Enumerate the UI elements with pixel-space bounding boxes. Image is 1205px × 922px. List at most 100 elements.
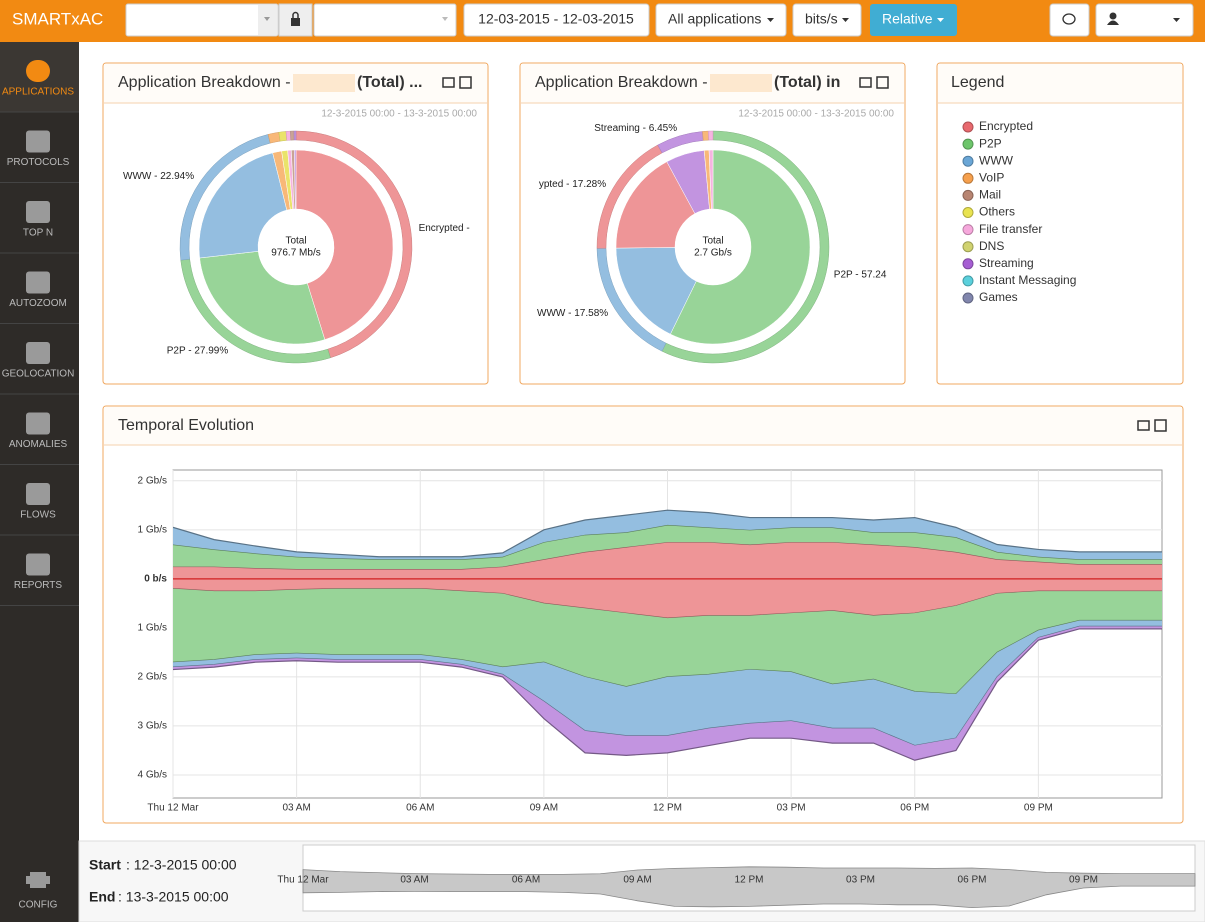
- panel-title: Application Breakdown -: [535, 74, 708, 91]
- center-label: Total: [702, 236, 723, 247]
- pie-ring: [702, 130, 709, 141]
- brand: SMARTxAC: [12, 9, 103, 28]
- pie-ring: [285, 130, 292, 141]
- x-tick-label: Thu 12 Mar: [147, 803, 199, 814]
- print-icon[interactable]: [1137, 420, 1150, 431]
- y-tick-label: 0 b/s: [144, 573, 167, 584]
- slice-label: WWW - 22.94%: [123, 171, 194, 182]
- caret: [264, 17, 270, 21]
- sidebar: [0, 42, 79, 922]
- pie-ring: [278, 131, 288, 142]
- slice-label: WWW - 17.58%: [537, 308, 608, 319]
- applications-button[interactable]: [655, 3, 787, 37]
- print-icon[interactable]: [859, 77, 872, 88]
- legend-label: VoIP: [979, 170, 1004, 184]
- legend-label: Others: [979, 205, 1015, 219]
- units: bits/s: [805, 11, 838, 27]
- y-tick-label: 1 Gb/s: [138, 623, 167, 634]
- nav-icon: [26, 483, 50, 505]
- open-icon[interactable]: [876, 76, 889, 89]
- legend-label: P2P: [979, 136, 1002, 150]
- open-icon[interactable]: [459, 76, 472, 89]
- redacted: [710, 74, 772, 92]
- mode-button[interactable]: [870, 4, 957, 36]
- charts: Encrypted P2P WWW VoIP Mail Others File transf…: [123, 119, 1163, 814]
- y-tick-label: 4 Gb/s: [138, 770, 167, 781]
- end-value: : 13-3-2015 00:00: [118, 889, 229, 905]
- navigator[interactable]: Thu 12 Mar 03 AM 06 AM 09 AM 12 PM 03 PM 06 PM…: [277, 844, 1196, 912]
- date-range: 12-03-2015 - 12-03-2015: [478, 11, 634, 27]
- nav-label[interactable]: APPLICATIONS: [2, 87, 74, 98]
- select-box[interactable]: [125, 3, 279, 37]
- config-icon: [26, 872, 50, 888]
- navigator-tick-label: 12 PM: [735, 875, 764, 886]
- lock-icon: [291, 18, 300, 26]
- x-tick-label: 06 AM: [406, 803, 434, 814]
- config-label[interactable]: CONFIG: [19, 900, 58, 911]
- navigator-tick-label: 03 PM: [846, 875, 875, 886]
- x-tick-label: 03 PM: [777, 803, 806, 814]
- applications: All applications: [668, 11, 761, 27]
- user-button[interactable]: [1095, 3, 1194, 37]
- pie-ring: [267, 131, 281, 144]
- lock-icon: [292, 11, 299, 18]
- caret: [442, 17, 448, 21]
- nav-label[interactable]: REPORTS: [14, 580, 62, 591]
- legend-dot: [962, 155, 974, 167]
- nav-label[interactable]: FLOWS: [20, 510, 56, 521]
- legend-label: File transfer: [979, 222, 1042, 236]
- x-tick-label: 12 PM: [653, 803, 682, 814]
- area-chart: 2 Gb/s 1 Gb/s 0 b/s 1 Gb/s 2 Gb/s 3 Gb/s 4 Gb/…: [138, 469, 1163, 814]
- date-range-button[interactable]: [463, 3, 650, 37]
- x-tick-label: 06 PM: [900, 803, 929, 814]
- y-tick-label: 2 Gb/s: [138, 672, 167, 683]
- print-icon[interactable]: [442, 77, 455, 88]
- nav-label[interactable]: AUTOZOOM: [9, 298, 67, 309]
- user-icon: [1109, 12, 1117, 20]
- navigator-tick-label: 03 AM: [400, 875, 428, 886]
- x-tick-label: 03 AM: [282, 803, 310, 814]
- panel-title-suffix: (Total) in: [774, 74, 840, 91]
- nav-icon: [26, 271, 50, 294]
- slice-label: P2P - 57.24: [834, 270, 887, 281]
- stream-edge: [173, 628, 1162, 761]
- sidebar-items: APPLICATIONS PROTOCOLS TOP N AUTOZOOM GEOLOC…: [0, 42, 79, 606]
- open-icon[interactable]: [1154, 419, 1167, 432]
- panel-title-suffix: (Total) ...: [357, 74, 422, 91]
- x-tick-label: 09 PM: [1024, 803, 1053, 814]
- y-tick-label: 2 Gb/s: [138, 475, 167, 486]
- units-button[interactable]: [792, 3, 862, 37]
- legend-label: Mail: [979, 188, 1001, 202]
- select-box[interactable]: [313, 3, 457, 37]
- nav-label[interactable]: ANOMALIES: [9, 439, 68, 450]
- legend-label: WWW: [979, 153, 1014, 167]
- navigator-tick-label: 09 AM: [623, 875, 651, 886]
- stream-edge: [173, 509, 1162, 558]
- legend-title: Legend: [951, 74, 1004, 91]
- caret: [937, 18, 944, 22]
- nav-icon: [26, 60, 50, 82]
- user-icon: [1107, 20, 1119, 25]
- pie-center: [258, 209, 334, 285]
- y-tick-label: 3 Gb/s: [138, 721, 167, 732]
- pie-ring: [290, 130, 295, 141]
- legend-dot: [962, 292, 974, 304]
- legend-dot: [962, 121, 974, 133]
- slice-label: Encrypted -: [419, 223, 470, 234]
- pie-ring: [708, 130, 714, 141]
- center-label: Total: [285, 236, 306, 247]
- nav-label[interactable]: PROTOCOLS: [7, 157, 70, 168]
- slice-label: ypted - 17.28%: [539, 179, 606, 190]
- nav-label[interactable]: TOP N: [23, 228, 53, 239]
- legend-label: Instant Messaging: [979, 273, 1076, 287]
- panel-subtitle: 12-3-2015 00:00 - 13-3-2015 00:00: [321, 109, 477, 120]
- legend-dot: [962, 172, 974, 184]
- nav-icon: [26, 342, 50, 364]
- nav-label[interactable]: GEOLOCATION: [2, 369, 75, 380]
- y-tick-label: 1 Gb/s: [138, 524, 167, 535]
- panel-title: Application Breakdown -: [118, 74, 291, 91]
- chat-button[interactable]: [1049, 3, 1090, 37]
- legend-label: Games: [979, 290, 1018, 304]
- start-value: : 12-3-2015 00:00: [126, 857, 237, 873]
